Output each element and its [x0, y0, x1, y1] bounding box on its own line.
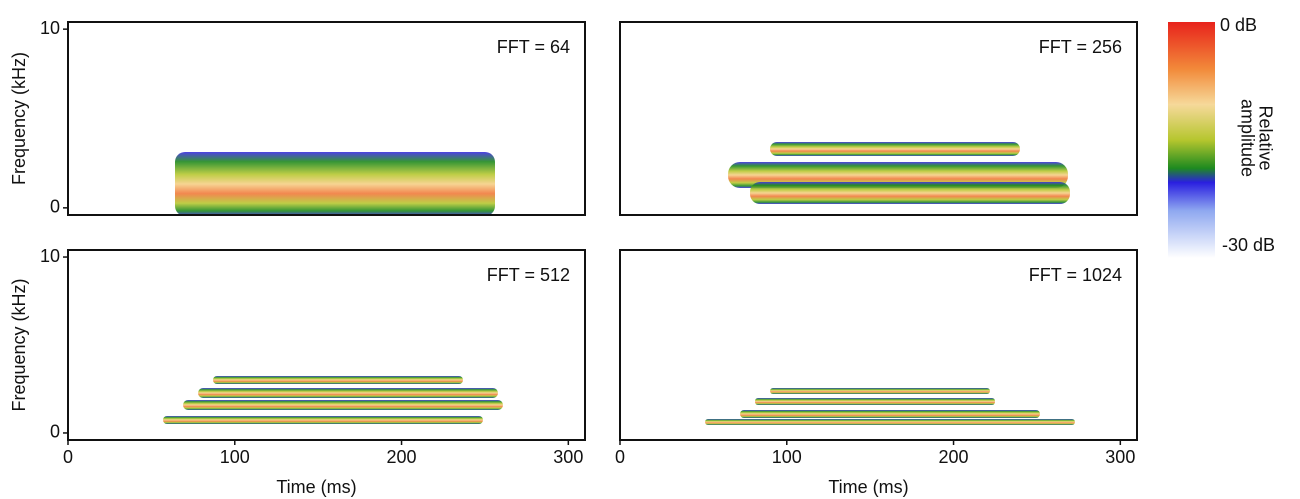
x-tick-label: 200 [939, 447, 969, 467]
spectrogram-band [755, 398, 995, 405]
x-tick-label: 0 [63, 447, 73, 467]
x-axis-label: Time (ms) [276, 477, 356, 497]
x-tick-label: 300 [553, 447, 583, 467]
panel-annotation: FFT = 512 [487, 265, 570, 285]
spectrogram-band [175, 152, 495, 216]
colorbar-label-line: amplitude [1237, 99, 1257, 177]
spectrogram-band [213, 376, 463, 384]
colorbar-label: Relative amplitude [1237, 99, 1275, 177]
panel-annotation: FFT = 64 [497, 37, 570, 57]
colorbar-min-label: -30 dB [1222, 235, 1275, 255]
panel: FFT = 64 0 10 Frequency (kHz) [9, 18, 586, 217]
spectrogram-band [740, 410, 1040, 418]
spectrogram-band [728, 162, 1068, 188]
x-tick-label: 0 [615, 447, 625, 467]
y-axis-label: Frequency (kHz) [9, 278, 29, 411]
colorbar-label-line: Relative [1255, 105, 1275, 170]
colorbar-max-label: 0 dB [1220, 15, 1257, 35]
spectrogram-band [770, 388, 990, 394]
y-tick-label: 0 [50, 422, 60, 442]
spectrogram-band [750, 182, 1070, 204]
y-tick-label: 10 [40, 18, 60, 38]
panel-frame [67, 21, 586, 216]
panel: FFT = 256 [619, 21, 1138, 216]
panel-annotation: FFT = 1024 [1029, 265, 1122, 285]
colorbar [1168, 22, 1215, 258]
panel-frame [67, 249, 586, 441]
spectrogram-band [198, 388, 498, 398]
panel: FFT = 1024 0 100 200 300 Time (ms) [615, 249, 1138, 497]
spectrogram-band [705, 419, 1075, 425]
x-tick-label: 200 [387, 447, 417, 467]
x-axis-label: Time (ms) [828, 477, 908, 497]
spectrogram-band [163, 416, 483, 424]
spectrogram-band [183, 400, 503, 410]
y-tick-label: 10 [40, 246, 60, 266]
y-tick-label: 0 [50, 197, 60, 217]
y-axis-label: Frequency (kHz) [9, 52, 29, 185]
panel-frame [619, 249, 1138, 441]
x-tick-label: 300 [1105, 447, 1135, 467]
panel-annotation: FFT = 256 [1039, 37, 1122, 57]
panel-frame [619, 21, 1138, 216]
x-tick-label: 100 [220, 447, 250, 467]
spectrogram-band [770, 142, 1020, 156]
x-tick-label: 100 [772, 447, 802, 467]
